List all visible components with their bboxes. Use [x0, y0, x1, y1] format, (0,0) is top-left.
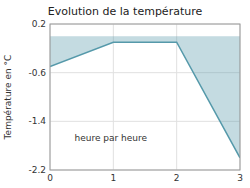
x-tick-label: 0 — [47, 173, 53, 183]
y-tick-label: -0.6 — [28, 68, 46, 78]
chart: 0 1 2 3 0.2 -0.6 -1.4 -2.2 Evolution de la tempé… — [0, 0, 250, 188]
y-axis-label: Température en °C — [3, 55, 13, 141]
grid-line — [50, 121, 240, 122]
plot-area — [50, 36, 240, 158]
area — [50, 36, 240, 158]
x-axis-label: heure par heure — [74, 133, 147, 143]
grid-line — [113, 24, 114, 170]
y-tick-label: 0.2 — [32, 19, 46, 29]
grid — [50, 24, 240, 170]
plot-frame — [50, 24, 240, 170]
x-tick-label: 3 — [237, 173, 243, 183]
grid-line — [176, 24, 177, 170]
line — [50, 42, 240, 158]
title: Evolution de la température — [48, 5, 203, 18]
x-tick-label: 1 — [110, 173, 116, 183]
x-tick-label: 2 — [174, 173, 180, 183]
y-tick-label: -1.4 — [28, 116, 46, 126]
y-tick-label: -2.2 — [28, 165, 46, 175]
